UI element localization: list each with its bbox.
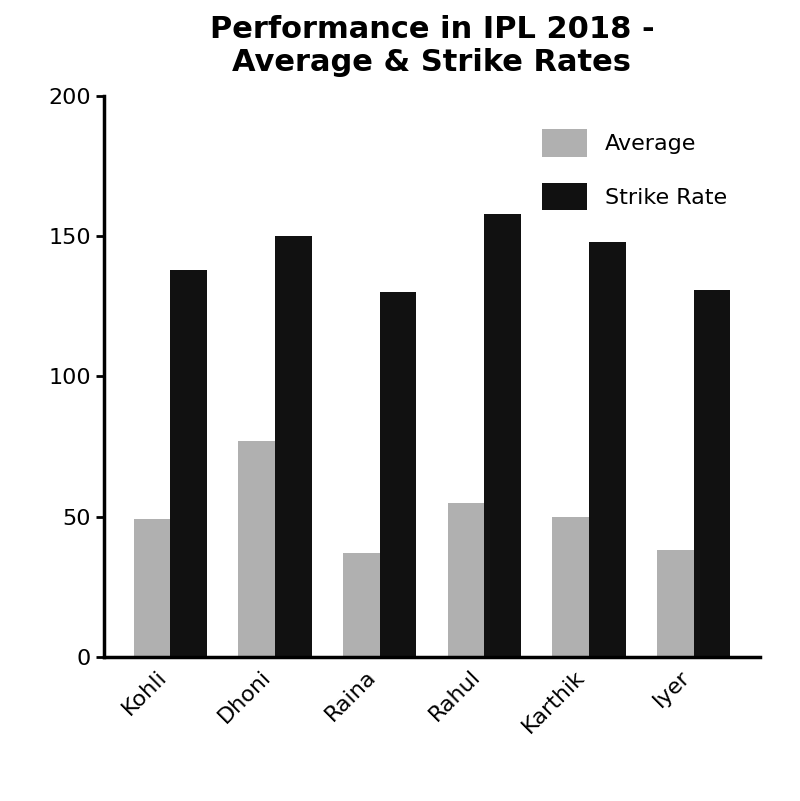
Bar <box>589 242 626 657</box>
Bar <box>657 550 694 657</box>
Bar <box>170 270 207 657</box>
Bar <box>380 292 416 657</box>
Bar <box>694 290 730 657</box>
Title: Performance in IPL 2018 -
Average & Strike Rates: Performance in IPL 2018 - Average & Stri… <box>210 14 654 77</box>
Bar <box>448 503 484 657</box>
Bar <box>552 517 589 657</box>
Bar <box>134 519 170 657</box>
Legend: Average, Strike Rate: Average, Strike Rate <box>520 107 749 232</box>
Bar <box>275 236 312 657</box>
Bar <box>484 214 521 657</box>
Bar <box>238 441 275 657</box>
Bar <box>343 553 380 657</box>
